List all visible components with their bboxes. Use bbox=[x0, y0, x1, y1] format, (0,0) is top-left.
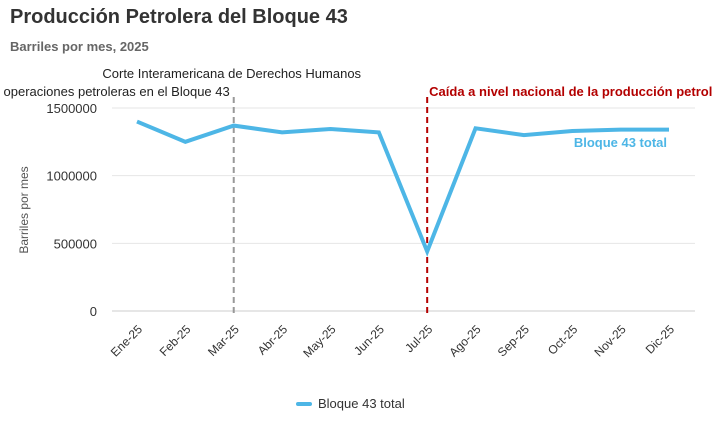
y-tick-label: 0 bbox=[90, 304, 97, 319]
x-tick-label: Mar-25 bbox=[205, 322, 242, 359]
x-tick-label: Oct-25 bbox=[545, 322, 581, 358]
x-tick-label: Jul-25 bbox=[402, 322, 435, 355]
legend-item[interactable]: Bloque 43 total bbox=[296, 396, 405, 411]
y-tick-label: 1500000 bbox=[46, 101, 97, 116]
x-tick-label: Ene-25 bbox=[108, 322, 145, 359]
y-tick-label: 1000000 bbox=[46, 169, 97, 184]
chart-subtitle: Barriles por mes, 2025 bbox=[10, 39, 149, 54]
y-axis-label: Barriles por mes bbox=[17, 166, 31, 253]
series-line-bloque-43 bbox=[136, 119, 669, 257]
chart-title: Producción Petrolera del Bloque 43 bbox=[10, 6, 348, 28]
x-tick-label: Jun-25 bbox=[351, 322, 387, 358]
annotation-text: Caída a nivel nacional de la producción … bbox=[429, 84, 712, 99]
legend-swatch bbox=[296, 401, 312, 406]
x-tick-label: Nov-25 bbox=[592, 322, 629, 359]
annotation-text: Corte Interamericana de Derechos Humanos bbox=[102, 66, 361, 81]
annotation-text: ordena a Ecuador cesar operaciones petro… bbox=[0, 84, 230, 99]
x-tick-label: Feb-25 bbox=[157, 322, 194, 359]
x-tick-label: May-25 bbox=[300, 322, 338, 360]
x-tick-label: Dic-25 bbox=[643, 322, 678, 357]
series-label: Bloque 43 total bbox=[574, 135, 667, 150]
y-tick-label: 500000 bbox=[54, 236, 97, 251]
x-tick-label: Ago-25 bbox=[446, 322, 483, 359]
x-tick-label: Abr-25 bbox=[255, 322, 291, 358]
legend-label: Bloque 43 total bbox=[318, 396, 405, 411]
x-tick-label: Sep-25 bbox=[495, 322, 532, 359]
